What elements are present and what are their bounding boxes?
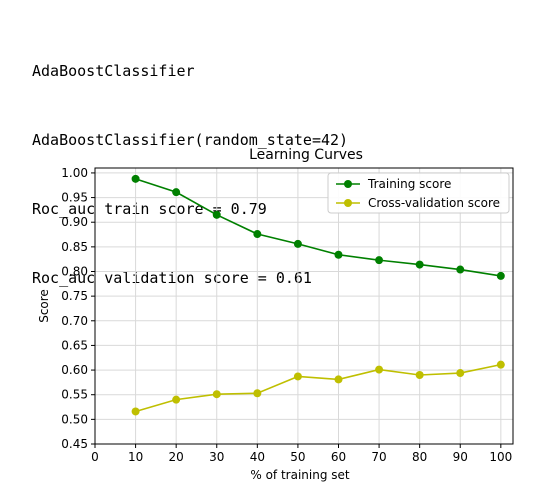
y-tick-label: 0.80: [61, 265, 88, 279]
data-point: [334, 375, 343, 384]
plot-frame: [94, 167, 514, 445]
y-tick-label: 0.45: [61, 437, 88, 451]
x-tick-label: 100: [489, 450, 512, 464]
y-axis-label: Score: [37, 289, 51, 323]
x-tick-label: 40: [250, 450, 265, 464]
y-tick-label: 0.60: [61, 363, 88, 377]
y-tick-label: 0.65: [61, 338, 88, 352]
y-tick-label: 0.50: [61, 412, 88, 426]
data-point: [212, 210, 221, 219]
data-point: [172, 395, 181, 404]
data-point: [253, 230, 262, 239]
y-tick-label: 0.85: [61, 240, 88, 254]
data-point: [496, 360, 505, 369]
output-line-model: AdaBoostClassifier: [32, 62, 195, 80]
series-line-1: [135, 363, 501, 413]
x-tick-label: 10: [128, 450, 143, 464]
data-point: [253, 389, 262, 398]
x-tick-label: 20: [169, 450, 184, 464]
y-tick-label: 0.90: [61, 215, 88, 229]
x-tick-label: 0: [91, 450, 99, 464]
data-point: [456, 369, 465, 378]
y-tick-label: 0.75: [61, 289, 88, 303]
y-tick-label: 0.95: [61, 191, 88, 205]
chart-title: Learning Curves: [249, 147, 363, 163]
data-point: [293, 372, 302, 381]
data-point: [293, 239, 302, 248]
x-tick-label: 60: [331, 450, 346, 464]
legend-box: [327, 172, 510, 214]
cell-output: AdaBoostClassifier AdaBoostClassifier(ra…: [32, 14, 348, 313]
data-point: [415, 371, 424, 379]
data-point: [131, 407, 140, 416]
legend-marker: [344, 180, 352, 188]
x-tick-label: 70: [371, 450, 386, 464]
data-point: [172, 188, 181, 197]
data-point: [415, 260, 424, 269]
data-point: [212, 390, 221, 399]
output-line-model-repr: AdaBoostClassifier(random_state=42): [32, 131, 349, 149]
x-tick-label: 50: [290, 450, 305, 464]
data-point: [131, 174, 140, 183]
x-axis-label: % of training set: [250, 468, 350, 482]
data-point: [375, 365, 384, 374]
data-point: [456, 265, 465, 274]
legend-label: Cross-validation score: [368, 196, 500, 210]
output-line-validation-score: Roc_auc validation score = 0.61: [32, 269, 312, 287]
y-tick-label: 0.55: [61, 388, 88, 402]
legend-label: Training score: [367, 177, 451, 191]
x-tick-label: 30: [209, 450, 224, 464]
y-tick-label: 0.70: [61, 314, 88, 328]
legend-marker: [344, 199, 352, 207]
y-tick-label: 1.00: [61, 166, 88, 180]
data-point: [496, 271, 505, 280]
series-line-0: [135, 178, 501, 277]
x-tick-label: 90: [453, 450, 468, 464]
data-point: [375, 256, 384, 265]
x-tick-label: 80: [412, 450, 427, 464]
data-point: [334, 250, 343, 259]
